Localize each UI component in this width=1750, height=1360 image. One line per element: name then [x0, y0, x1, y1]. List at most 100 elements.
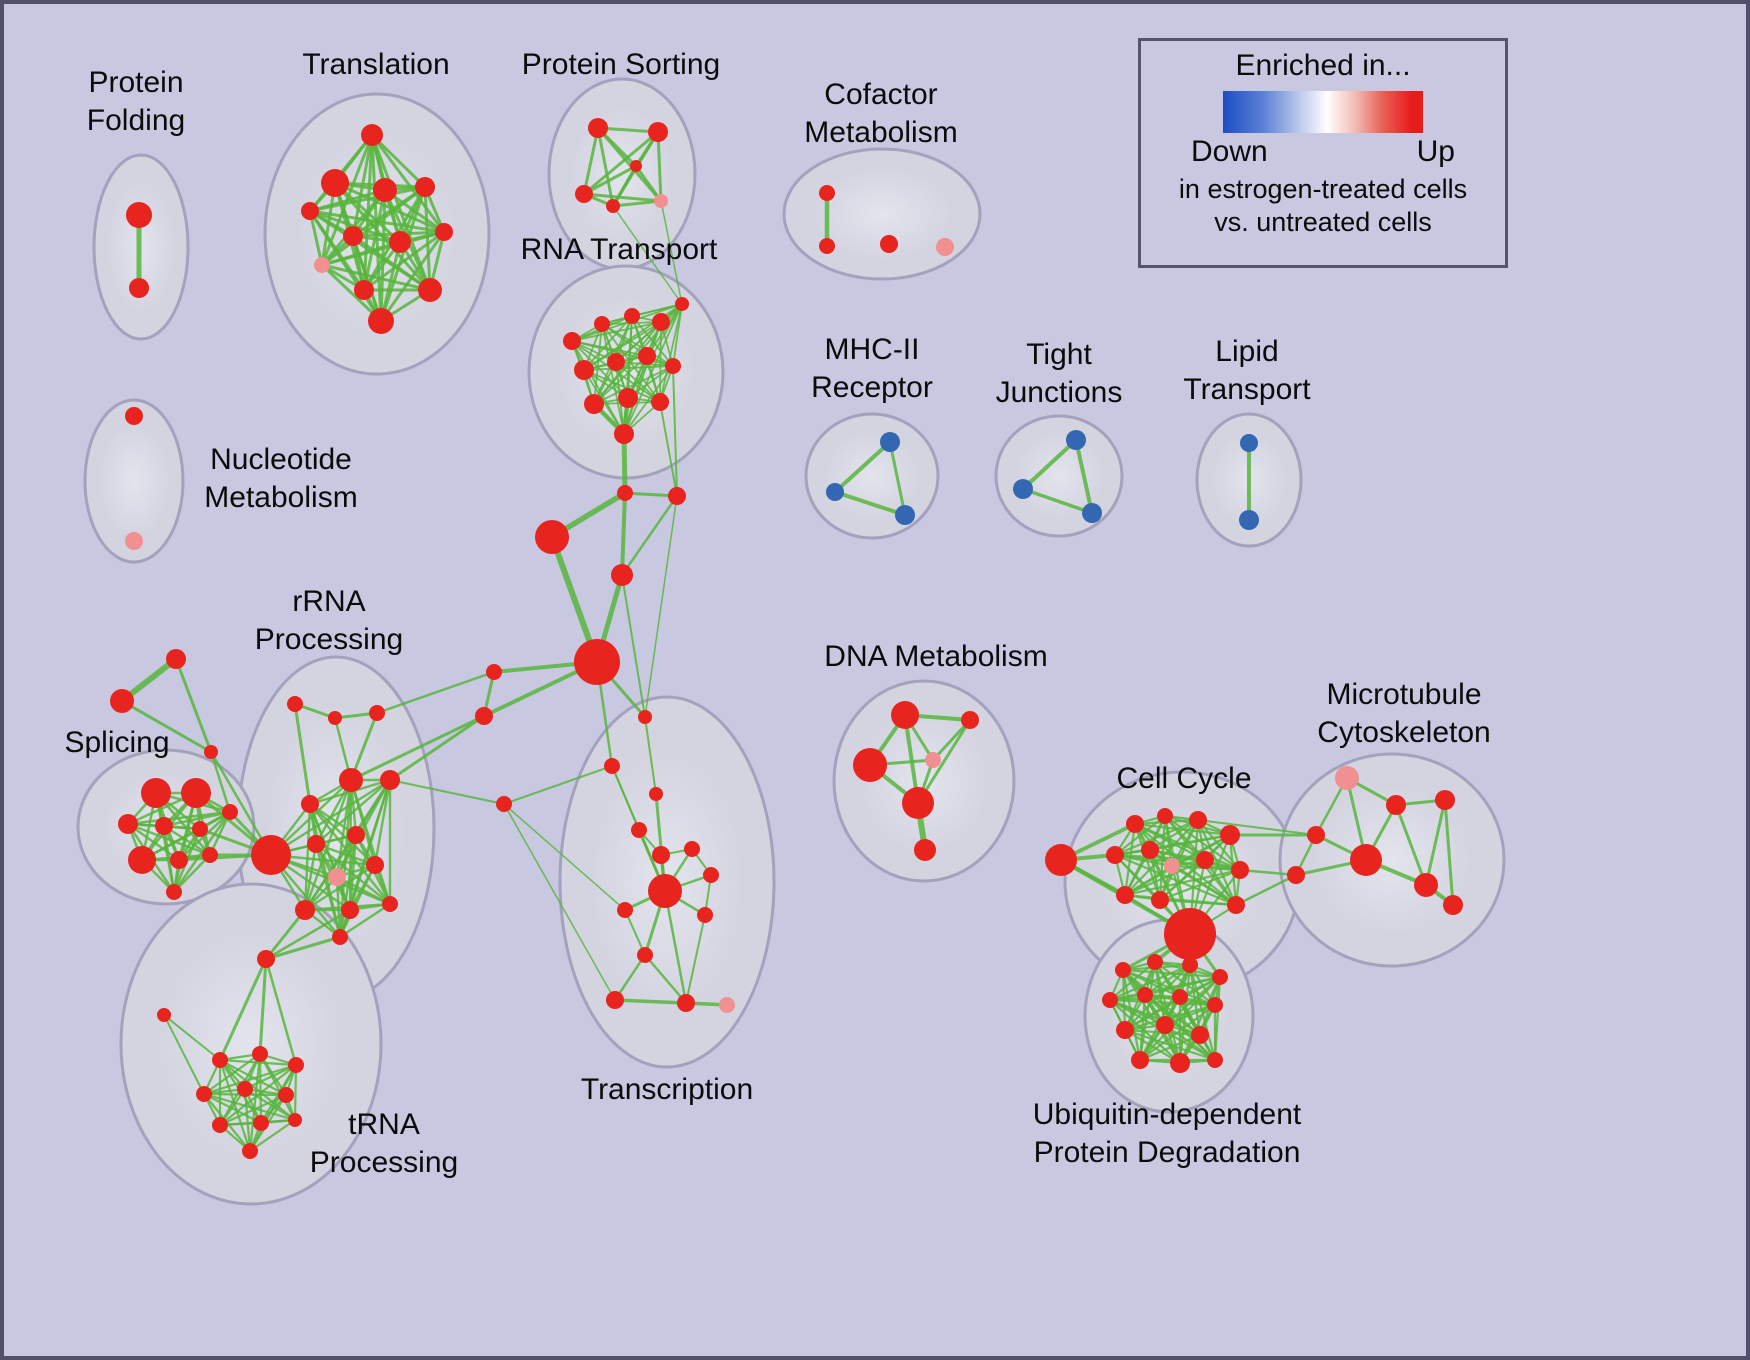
edge-rr11-tn1 [264, 908, 307, 961]
edge-ps3-ps6 [582, 164, 638, 196]
node-ub6 [1137, 987, 1153, 1003]
edge-rt1-rt4 [571, 321, 662, 342]
cluster-label-protein-folding-line1: Protein [88, 66, 183, 99]
edge-ub2-ub5 [1108, 960, 1157, 1002]
edge-sp9-sp10 [172, 853, 212, 894]
edge-ub6-ub11 [1143, 993, 1202, 1037]
edge-rr10-rr14 [338, 863, 377, 939]
cluster-ellipse-cofactor-metabolism [782, 147, 982, 281]
node-tx8 [617, 902, 633, 918]
edge-tn2-tn3 [163, 1014, 221, 1061]
node-tn9 [212, 1117, 228, 1133]
node-tx7 [703, 867, 719, 883]
edge-cn5-rr3 [375, 670, 496, 715]
node-rr2 [328, 711, 342, 725]
cluster-ellipse-tight-junctions [994, 414, 1124, 538]
edge-tr3-tr9 [308, 209, 324, 267]
cluster-ellipse-mhc-ii-receptor [804, 412, 940, 540]
edge-rt9-rt10 [593, 365, 674, 405]
cluster-label-ubiquitin-degradation-line1: Ubiquitin-dependent [1033, 1098, 1302, 1131]
node-cm1 [819, 185, 835, 201]
edge-rt8-rt10 [593, 355, 648, 405]
edge-ub4-ub6 [1143, 975, 1222, 997]
edge-tn4-tn12 [248, 1052, 262, 1153]
cluster-label-tight-junctions-line1: Tight [1026, 338, 1092, 371]
edge-cn6-rr6 [388, 714, 486, 782]
edge-cc9-cc13 [1203, 858, 1238, 907]
node-ps2 [648, 122, 668, 142]
cluster-label-trna-processing-line2: Processing [310, 1146, 458, 1179]
node-tx9 [697, 907, 713, 923]
edge-rt5-rt13 [623, 303, 683, 435]
network-svg: Protein Folding Translation Protein Sorting… [64, 48, 1506, 1206]
cluster-label-microtubule-cytoskeleton-line2: Cytoskeleton [1317, 716, 1490, 749]
node-tx10 [637, 947, 653, 963]
node-ps5 [654, 194, 668, 208]
node-ps4 [606, 199, 620, 213]
node-ub8 [1207, 997, 1223, 1013]
node-mc5 [1350, 844, 1382, 876]
edge-sp6-sp7 [140, 810, 232, 862]
node-mc6 [1414, 873, 1438, 897]
edge-tr1-tr8 [370, 133, 446, 234]
edge-tn3-tn5 [218, 1058, 298, 1067]
cluster-label-dna-metabolism-line1: DNA Metabolism [824, 640, 1047, 673]
edge-tn4-tn10 [258, 1052, 263, 1125]
edge-rr13-rr14 [338, 902, 392, 939]
cluster-label-cofactor-metabolism-line1: Cofactor [824, 78, 937, 111]
nodes-layer [110, 118, 1463, 1159]
node-ub5 [1102, 992, 1118, 1008]
node-hub [574, 639, 620, 685]
node-cc9 [1196, 851, 1214, 869]
cluster-label-ubiquitin-degradation-line2: Protein Degradation [1034, 1136, 1301, 1169]
legend-down-up-row: Down Up [1191, 135, 1455, 169]
edge-tg1-tg3 [174, 657, 213, 754]
node-tn5 [288, 1057, 304, 1073]
edge-tn1-tn5 [264, 957, 298, 1067]
edge-tn4-tn11 [258, 1052, 297, 1122]
edge-tg3-sp6 [209, 750, 232, 814]
edge-ub4-ub13 [1178, 975, 1222, 1065]
edge-mh1-mh3 [888, 440, 907, 517]
node-rt10 [584, 394, 604, 414]
cluster-ellipse-dna-metabolism [832, 679, 1016, 883]
cluster-label-nucleotide-metabolism-line2: Metabolism [204, 481, 357, 514]
node-cm2 [819, 238, 835, 254]
edge-tx9-tx12 [685, 914, 706, 1004]
edge-tr8-tr9 [320, 230, 446, 267]
node-dm4 [925, 752, 941, 768]
edge-tn5-tn6 [202, 1063, 298, 1096]
node-rr1 [287, 696, 303, 712]
edge-cn6-rr5 [349, 714, 486, 782]
node-sp3 [118, 814, 138, 834]
edge-ps5-ps6 [634, 164, 663, 203]
edge-rr12-tn1 [264, 908, 352, 961]
edge-rt3-rt6 [583, 315, 633, 371]
edge-cc4-cc6 [1113, 818, 1200, 857]
edge-tn1-tn4 [258, 957, 268, 1056]
node-cchub [1164, 908, 1216, 960]
node-tg3 [204, 745, 218, 759]
node-tx11 [606, 991, 624, 1009]
edge-tr5-tr9 [320, 185, 427, 267]
node-mc4 [1307, 826, 1325, 844]
node-cm3 [880, 235, 898, 253]
node-mc8 [1287, 866, 1305, 884]
cluster-label-lipid-transport-line1: Lipid [1215, 335, 1278, 368]
node-dm3 [853, 748, 887, 782]
edge-cc13-mc8 [1234, 873, 1298, 907]
legend-subtitle-line1: in estrogen-treated cells [1178, 174, 1468, 204]
edge-rr14-tn1 [264, 935, 342, 961]
edge-tg2-tg3 [120, 699, 213, 754]
node-mc7 [1443, 895, 1463, 915]
edge-tx1-tx3 [644, 716, 657, 795]
edge-tn8-tn9 [218, 1093, 288, 1127]
legend-subtitle-line2: vs. untreated cells [1214, 206, 1432, 237]
node-tx12 [677, 994, 695, 1012]
node-tr8 [435, 223, 453, 241]
edge-tn7-tn11 [243, 1087, 297, 1122]
node-rr7 [307, 835, 325, 853]
cluster-label-protein-sorting-line1: Protein Sorting [522, 48, 720, 81]
node-pf1 [126, 202, 152, 228]
